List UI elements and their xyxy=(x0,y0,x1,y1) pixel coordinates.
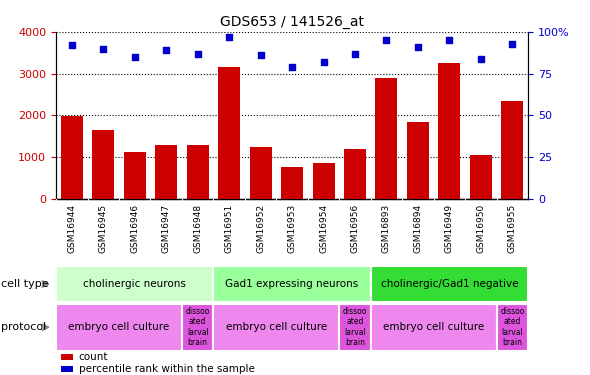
Text: cell type: cell type xyxy=(1,279,49,289)
Text: GSM16953: GSM16953 xyxy=(287,204,297,253)
Point xyxy=(99,46,108,52)
Bar xyxy=(250,147,271,199)
Bar xyxy=(344,149,366,199)
Text: GSM16944: GSM16944 xyxy=(67,204,76,253)
Text: GSM16952: GSM16952 xyxy=(256,204,265,253)
Bar xyxy=(313,163,335,199)
Bar xyxy=(124,152,146,199)
Bar xyxy=(61,366,73,372)
Text: GSM16893: GSM16893 xyxy=(382,204,391,253)
Point xyxy=(130,54,139,60)
Text: cholinergic/Gad1 negative: cholinergic/Gad1 negative xyxy=(381,279,518,289)
Text: GSM16950: GSM16950 xyxy=(476,204,486,253)
Bar xyxy=(186,145,209,199)
Point xyxy=(319,59,328,65)
Point xyxy=(193,51,202,57)
Bar xyxy=(375,78,398,199)
Text: GSM16949: GSM16949 xyxy=(445,204,454,253)
Text: GSM16951: GSM16951 xyxy=(225,204,234,253)
Text: embryo cell culture: embryo cell culture xyxy=(68,322,169,332)
Text: GSM16894: GSM16894 xyxy=(414,204,422,253)
Point xyxy=(445,37,454,43)
Point xyxy=(287,64,297,70)
Point xyxy=(162,47,171,53)
Bar xyxy=(92,130,114,199)
Text: GSM16948: GSM16948 xyxy=(193,204,202,253)
Bar xyxy=(61,116,83,199)
Bar xyxy=(470,154,492,199)
Bar xyxy=(438,63,460,199)
Text: dissoo
ated
larval
brain: dissoo ated larval brain xyxy=(343,307,367,347)
Bar xyxy=(371,304,497,351)
Text: GSM16955: GSM16955 xyxy=(508,204,517,253)
Text: GSM16946: GSM16946 xyxy=(130,204,139,253)
Point xyxy=(476,56,486,62)
Text: GSM16945: GSM16945 xyxy=(99,204,108,253)
Bar xyxy=(339,304,371,351)
Bar xyxy=(214,304,339,351)
Bar xyxy=(502,101,523,199)
Text: cholinergic neurons: cholinergic neurons xyxy=(83,279,186,289)
Bar xyxy=(56,266,214,302)
Point xyxy=(413,44,422,50)
Bar xyxy=(182,304,214,351)
Text: embryo cell culture: embryo cell culture xyxy=(226,322,327,332)
Bar xyxy=(407,122,429,199)
Point xyxy=(507,40,517,46)
Text: Gad1 expressing neurons: Gad1 expressing neurons xyxy=(225,279,359,289)
Text: GSM16954: GSM16954 xyxy=(319,204,328,253)
Point xyxy=(256,52,266,58)
Bar xyxy=(61,354,73,360)
Bar xyxy=(371,266,528,302)
Text: count: count xyxy=(78,352,108,363)
Bar xyxy=(218,68,240,199)
Bar xyxy=(56,304,182,351)
Point xyxy=(382,37,391,43)
Text: dissoo
ated
larval
brain: dissoo ated larval brain xyxy=(500,307,525,347)
Bar xyxy=(497,304,528,351)
Text: protocol: protocol xyxy=(1,322,47,332)
Text: GSM16947: GSM16947 xyxy=(162,204,171,253)
Bar xyxy=(214,266,371,302)
Text: embryo cell culture: embryo cell culture xyxy=(383,322,484,332)
Point xyxy=(224,34,234,40)
Bar xyxy=(281,167,303,199)
Point xyxy=(67,42,77,48)
Point xyxy=(350,51,360,57)
Text: GSM16956: GSM16956 xyxy=(350,204,359,253)
Title: GDS653 / 141526_at: GDS653 / 141526_at xyxy=(220,15,364,30)
Text: percentile rank within the sample: percentile rank within the sample xyxy=(78,364,254,374)
Bar xyxy=(155,145,177,199)
Text: dissoo
ated
larval
brain: dissoo ated larval brain xyxy=(185,307,210,347)
